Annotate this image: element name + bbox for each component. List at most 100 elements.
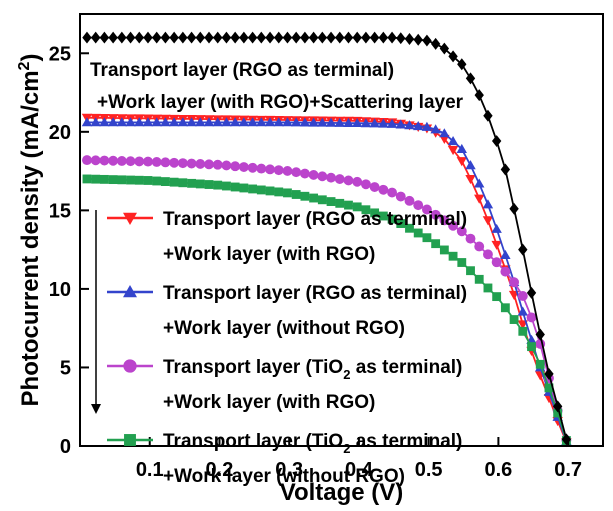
series-3-point xyxy=(247,162,258,173)
series-2-point xyxy=(125,117,136,127)
series-2-point xyxy=(195,117,206,127)
series-3-point xyxy=(90,155,101,166)
legend-label-line2: +Work layer (without RGO) xyxy=(163,318,405,339)
legend-label-subscript: 2 xyxy=(343,441,350,456)
series-layer xyxy=(81,31,572,448)
series-3-point xyxy=(517,291,528,301)
series-5-point xyxy=(213,31,223,44)
series-3-point xyxy=(395,191,406,202)
series-2-point xyxy=(290,117,302,127)
legend-label-line1: Transport layer (TiO2 as terminal) xyxy=(163,431,462,456)
series-3-point xyxy=(256,163,267,174)
series-1-point xyxy=(465,175,476,185)
legend-label-line2: +Work layer (with RGO) xyxy=(163,392,375,413)
series-1-point xyxy=(456,157,467,167)
series-3-point xyxy=(151,157,162,167)
series-5-point xyxy=(387,31,397,44)
series-5-point xyxy=(117,31,127,44)
series-5-point xyxy=(99,31,110,44)
x-tick-label: 0.6 xyxy=(484,459,512,481)
series-5-point xyxy=(143,31,153,44)
series-3-point xyxy=(169,157,180,168)
series-3-point xyxy=(99,155,110,166)
series-5-point xyxy=(134,31,144,44)
series-5-point xyxy=(239,31,249,44)
series-3-point xyxy=(421,204,432,215)
legend-item-2: Transport layer (RGO as terminal) +Work l… xyxy=(107,283,467,339)
series-5-point xyxy=(265,31,275,44)
series-3-point xyxy=(456,226,467,237)
series-4-point xyxy=(527,342,536,352)
series-5-point xyxy=(221,31,232,44)
legend-marker xyxy=(123,359,137,373)
series-4-point xyxy=(169,177,179,187)
series-2-point xyxy=(160,117,171,127)
legend-marker xyxy=(123,285,137,298)
series-2-point xyxy=(439,128,450,138)
series-3-point xyxy=(186,158,197,169)
series-5-point xyxy=(491,135,502,148)
series-5-point xyxy=(369,31,380,44)
series-2-point xyxy=(378,118,389,128)
series-2-point xyxy=(203,117,215,127)
series-2-point xyxy=(474,178,485,188)
series-4-point xyxy=(474,274,484,284)
series-2-point xyxy=(256,117,267,127)
series-2-point xyxy=(343,117,354,127)
series-4-point xyxy=(387,214,397,224)
series-3-point xyxy=(238,162,249,172)
series-3-point xyxy=(526,312,537,323)
series-3 xyxy=(82,155,572,446)
series-5-point xyxy=(230,31,240,44)
x-tick-label: 0.3 xyxy=(275,459,303,481)
y-axis-label-main: Photocurrent density (mA/cm xyxy=(17,70,44,406)
legend-item-4: Transport layer (TiO2 as terminal) +Work … xyxy=(107,431,462,487)
legend-item-1: Transport layer (RGO as terminal) +Work l… xyxy=(107,209,467,265)
series-3-point xyxy=(483,249,493,260)
series-3-point xyxy=(343,175,354,186)
series-3-point xyxy=(413,200,424,211)
series-3-point xyxy=(352,176,363,187)
series-2-point xyxy=(142,117,154,127)
legend-label-subscript: 2 xyxy=(343,367,350,382)
series-4-point xyxy=(335,198,345,208)
series-2-point xyxy=(325,117,337,127)
series-2-point xyxy=(447,136,459,146)
series-2-point xyxy=(299,117,311,127)
series-2-point xyxy=(212,117,223,127)
series-4-point xyxy=(91,174,101,184)
series-5-point xyxy=(361,31,371,44)
series-4-point xyxy=(300,191,310,201)
series-3-point xyxy=(378,184,389,195)
series-5-point xyxy=(282,31,293,44)
legend-marker xyxy=(124,434,136,446)
series-2-point xyxy=(369,118,380,128)
series-5-point xyxy=(396,32,406,45)
series-2-point xyxy=(168,117,180,127)
series-2-point xyxy=(413,120,424,131)
series-2-point xyxy=(247,117,258,127)
series-4-point xyxy=(535,359,545,369)
series-2-point xyxy=(491,223,502,233)
series-4-point xyxy=(352,202,362,212)
series-5-point xyxy=(317,31,328,44)
legend-marker xyxy=(123,212,137,225)
series-3-point xyxy=(204,159,214,170)
series-5-point xyxy=(274,31,284,44)
series-4-point xyxy=(431,239,441,249)
series-4-point xyxy=(466,266,475,276)
series-4-point xyxy=(396,219,406,228)
series-5-point xyxy=(186,31,197,44)
x-tick-label: 0.5 xyxy=(415,459,443,481)
series-4-point xyxy=(143,176,153,185)
series-2-point xyxy=(99,117,110,127)
series-2-point xyxy=(517,306,529,316)
legend-label-line2: +Work layer (with RGO) xyxy=(163,244,375,265)
series-2-point xyxy=(421,121,433,131)
series-5-point xyxy=(465,72,476,85)
series-2-point xyxy=(264,117,276,127)
series-4-point xyxy=(448,251,458,261)
series-2-point xyxy=(229,117,241,127)
